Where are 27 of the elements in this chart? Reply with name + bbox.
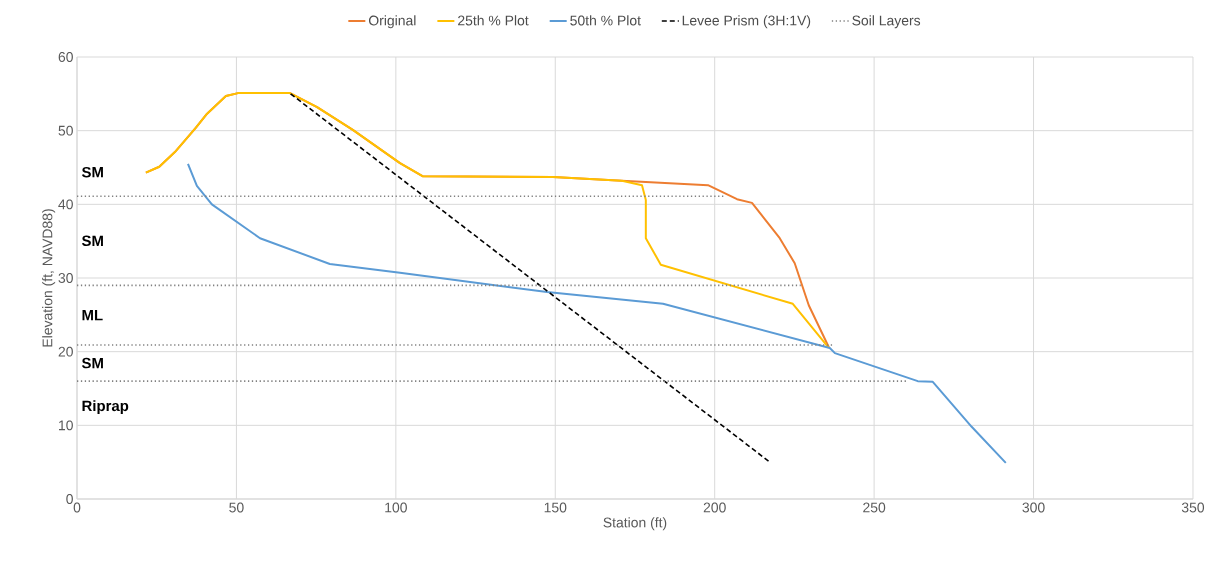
x-tick-label: 100 xyxy=(385,502,407,513)
legend-label: Original xyxy=(368,15,416,29)
annotation: SM xyxy=(81,235,103,247)
x-tick-label: 0 xyxy=(73,502,81,513)
annotation: SM xyxy=(81,166,103,178)
annotation: SM xyxy=(81,357,103,369)
x-tick-label: 250 xyxy=(863,502,886,513)
y-tick-label: 30 xyxy=(58,273,73,283)
legend-label: Soil Layers xyxy=(852,15,921,29)
y-tick-label: 60 xyxy=(58,52,73,62)
legend-label: 25th % Plot xyxy=(458,15,529,26)
y-tick-label: 50 xyxy=(58,125,73,136)
y-tick-label: 0 xyxy=(66,494,73,504)
x-tick-label: 50 xyxy=(229,502,244,513)
x-axis-title: Station (ft) xyxy=(603,517,667,531)
legend-label: Levee Prism (3H:1V) xyxy=(682,15,811,29)
y-tick-label: 10 xyxy=(59,420,73,431)
annotation: ML xyxy=(82,310,103,321)
annotation: Riprap xyxy=(82,400,129,415)
x-tick-label: 200 xyxy=(703,502,726,513)
y-tick-label: 20 xyxy=(58,346,73,357)
y-axis-title: Elevation (ft, NAVD88) xyxy=(42,209,56,347)
x-tick-label: 300 xyxy=(1022,502,1045,513)
legend-label: 50th % Plot xyxy=(570,15,641,26)
x-tick-label: 350 xyxy=(1181,502,1205,513)
x-tick-label: 150 xyxy=(544,502,567,513)
y-tick-label: 40 xyxy=(58,199,73,210)
